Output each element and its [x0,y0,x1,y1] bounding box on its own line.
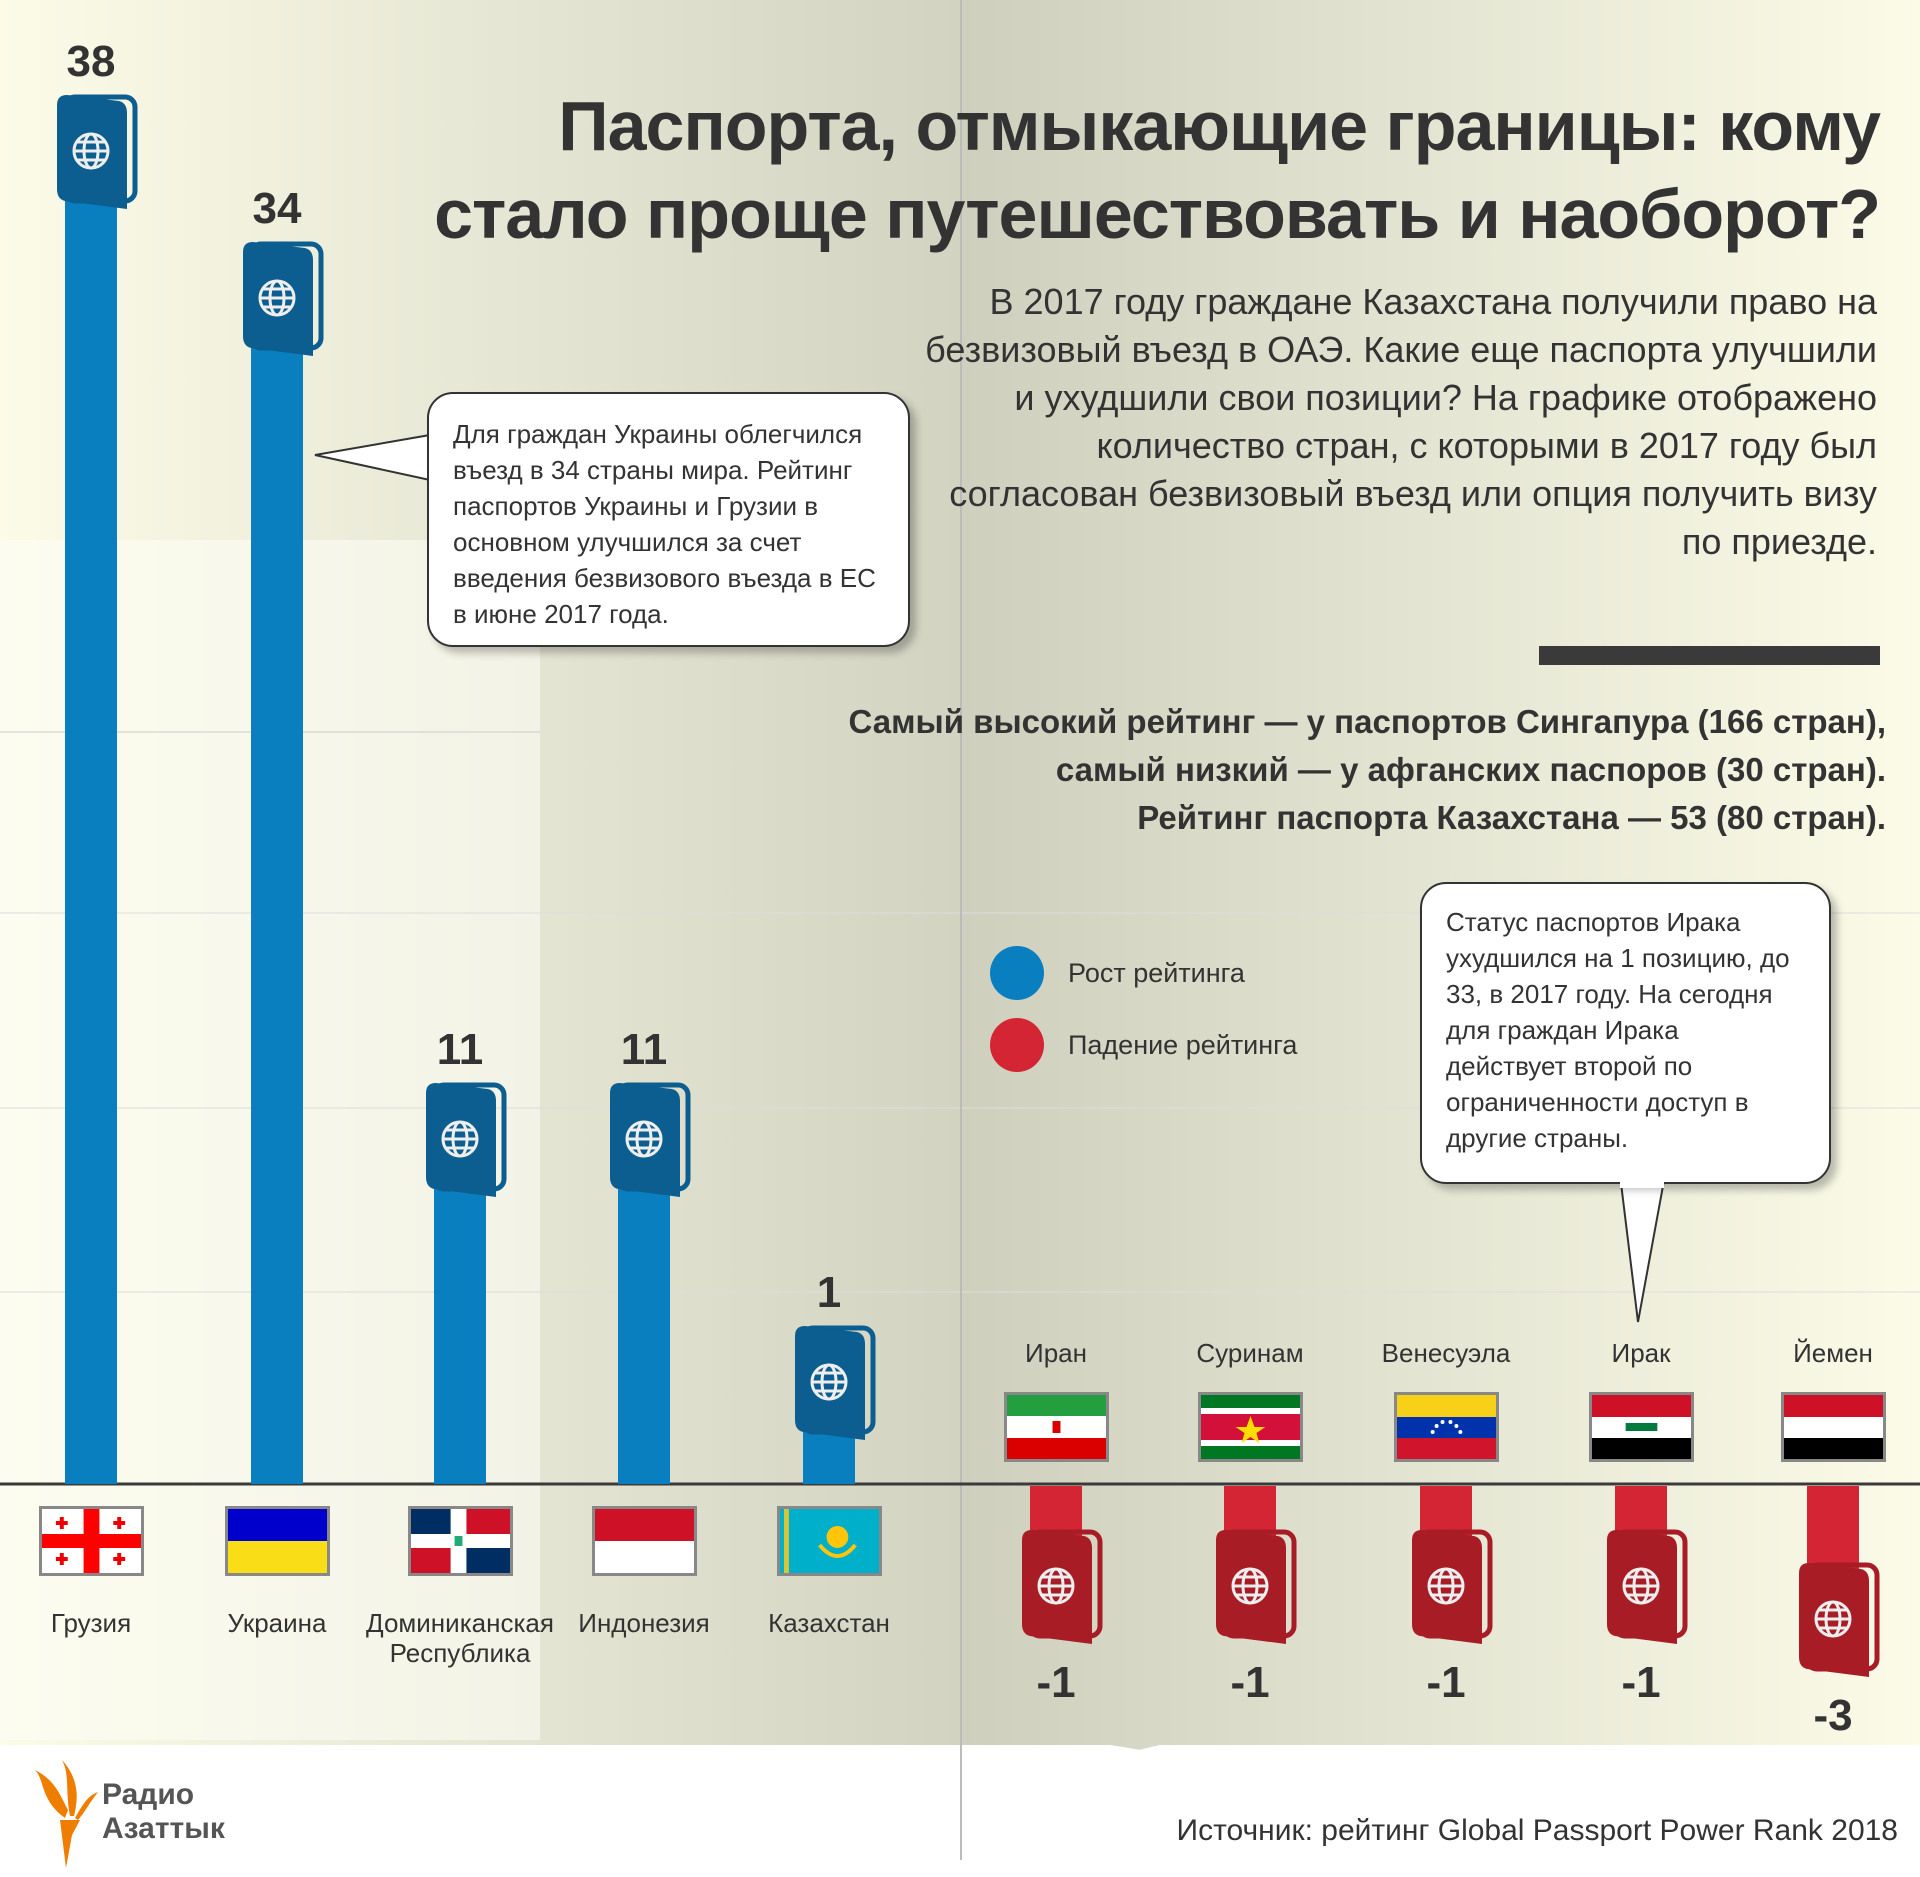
torch-icon [35,1760,98,1868]
stats-line-1: Самый высокий рейтинг — у паспортов Синг… [848,703,1886,740]
country-label: Индонезия [578,1608,710,1638]
legend-dot-up [990,946,1044,1000]
legend-label: Падение рейтинга [1068,1029,1298,1060]
pointer-joint [1620,1180,1664,1188]
country-label: Иран [1025,1338,1087,1368]
country-label: Венесуэла [1381,1338,1511,1368]
country-label: Йемен [1793,1338,1873,1368]
bar-value-label: -1 [1426,1658,1466,1707]
indonesia-flag-icon [592,1506,697,1581]
title-line-2: стало проще путешествовать и наоборот? [434,175,1881,253]
bar-value-label: 11 [620,1025,668,1075]
country-label: Украина [227,1608,327,1638]
callout-ukraine: Для граждан Украины облегчился въезд в 3… [427,392,910,647]
bar-value-label: -3 [1813,1691,1853,1740]
legend-item-up: Рост рейтинга [990,946,1245,1000]
passport-icon [1795,1561,1881,1684]
iran-flag-icon [1004,1392,1109,1467]
stats-text: Самый высокий рейтинг — у паспортов Синг… [586,698,1886,842]
passport-icon [606,1081,692,1204]
passport-icon [1603,1528,1689,1651]
passport-icon [239,240,325,363]
venezuela-flag-icon [1394,1392,1499,1467]
passport-icon [53,93,139,216]
country-label: Грузия [50,1608,132,1638]
country-label: Ирак [1611,1338,1671,1368]
bar-value-label: -1 [1621,1658,1661,1707]
country-label: Суринам [1196,1338,1304,1368]
callout-iraq: Статус паспортов Ирака ухудшился на 1 по… [1420,882,1831,1184]
passport-icon [1018,1528,1104,1651]
logo-line-1: Радио [102,1778,195,1811]
legend-label: Рост рейтинга [1068,957,1245,988]
bar-value-label: -1 [1036,1658,1076,1707]
bar-up [65,113,117,1484]
page-title: Паспорта, отмыкающие границы: кому стало… [380,82,1881,258]
dominican-flag-icon [408,1506,513,1581]
suriname-flag-icon [1198,1392,1303,1467]
intro-text: В 2017 году граждане Казахстана получили… [925,281,1877,562]
logo-line-2: Азаттык [102,1812,225,1845]
legend-dot-down [990,1018,1044,1072]
georgia-flag-icon [39,1506,144,1581]
bar-up [251,259,303,1484]
bar-value-label: -1 [1230,1658,1270,1707]
ukraine-flag-icon [225,1506,330,1581]
logo-text: Радио Азаттык [102,1778,225,1846]
stats-line-2: самый низкий — у афганских паспоров (30 … [1055,751,1886,788]
bar-value-label: 34 [252,183,302,233]
radio-azattyk-logo: Радио Азаттык [30,1760,250,1870]
bar-value-label: 11 [436,1025,484,1075]
kazakhstan-flag-icon [777,1506,882,1581]
passport-icon [791,1324,877,1447]
bar-value-label: 1 [816,1268,842,1317]
passport-icon [1408,1528,1494,1651]
iraq-flag-icon [1589,1392,1694,1467]
callout-pointer-ukraine [314,433,431,482]
passport-icon [422,1081,508,1204]
bar-value-label: 38 [66,37,116,87]
title-line-1: Паспорта, отмыкающие границы: кому [558,87,1881,165]
yemen-flag-icon [1781,1392,1886,1467]
source-note: Источник: рейтинг Global Passport Power … [1176,1814,1898,1847]
callout-pointer-iraq [1618,1174,1667,1323]
stats-line-3: Рейтинг паспорта Казахстана — 53 (80 стр… [1137,799,1886,836]
country-label: Доминиканская Республика [366,1608,554,1668]
country-label: Казахстан [768,1608,890,1638]
divider [1539,646,1880,665]
legend-item-down: Падение рейтинга [990,1018,1297,1072]
passport-icon [1212,1528,1298,1651]
